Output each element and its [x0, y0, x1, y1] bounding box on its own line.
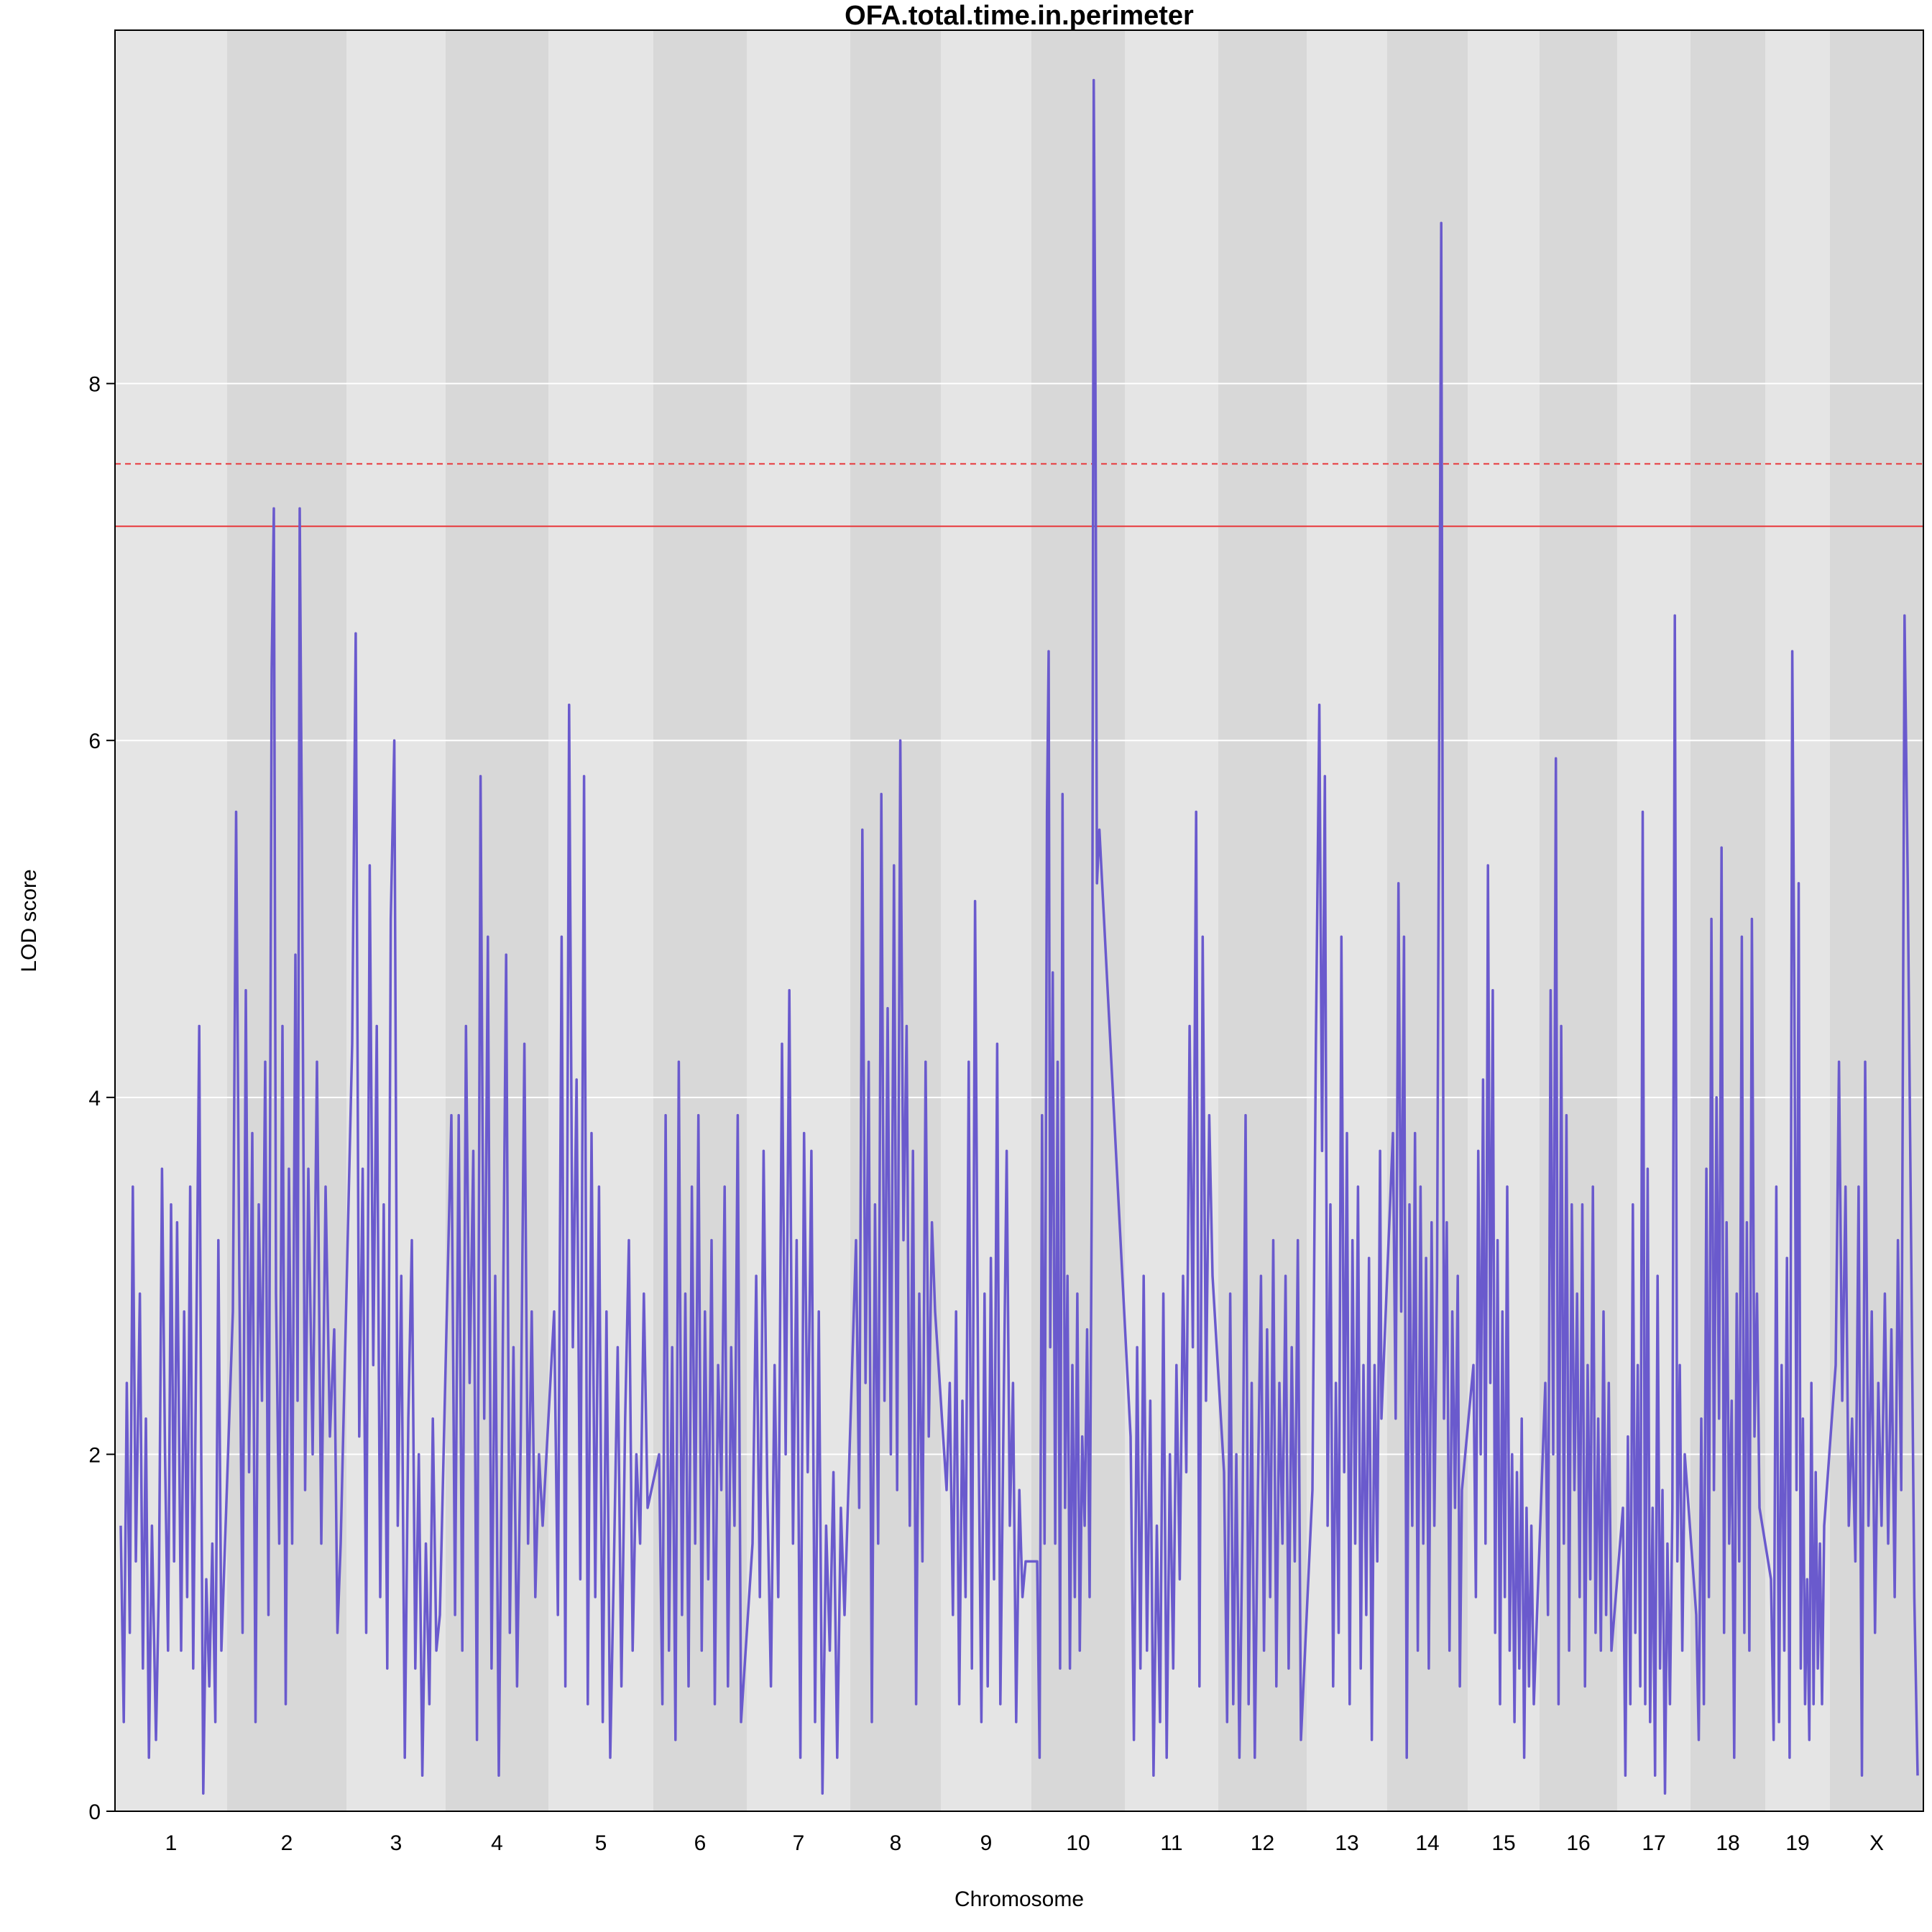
y-tick-label: 2	[88, 1443, 101, 1467]
y-tick-label: 8	[88, 373, 101, 397]
x-tick-label: 17	[1642, 1831, 1665, 1855]
x-axis-label: Chromosome	[954, 1887, 1084, 1911]
x-tick-label: 13	[1335, 1831, 1358, 1855]
x-tick-label: 6	[694, 1831, 707, 1855]
x-tick-label: 11	[1160, 1831, 1182, 1855]
plot-frame	[114, 29, 1924, 1812]
x-tick-label: 12	[1251, 1831, 1274, 1855]
chromosome-band	[850, 30, 941, 1811]
x-tick-label: 7	[793, 1831, 805, 1855]
chromosome-band	[115, 30, 227, 1811]
gridlines	[115, 382, 1923, 1455]
y-tick-label: 0	[88, 1800, 101, 1824]
x-tick-label: 15	[1491, 1831, 1515, 1855]
x-tick-label: 16	[1566, 1831, 1590, 1855]
y-tick-label: 4	[88, 1087, 101, 1110]
chromosome-band	[1307, 30, 1387, 1811]
x-tick-label: 14	[1415, 1831, 1439, 1855]
x-tick-label: 4	[491, 1831, 503, 1855]
lod-line	[119, 78, 1919, 1795]
x-tick-label: 19	[1785, 1831, 1809, 1855]
x-tick-label: 18	[1716, 1831, 1739, 1855]
chart-title: OFA.total.time.in.perimeter	[845, 1, 1194, 31]
y-tick-label: 6	[88, 730, 101, 753]
x-tick-label: 3	[390, 1831, 402, 1855]
x-tick-label: 1	[165, 1831, 178, 1855]
x-tick-label: X	[1869, 1831, 1884, 1855]
x-tick-label: 9	[980, 1831, 993, 1855]
y-axis-label: LOD score	[17, 869, 41, 972]
x-tick-label: 8	[890, 1831, 902, 1855]
x-tick-label: 10	[1066, 1831, 1090, 1855]
y-axis: 0 2 4 6 8	[88, 373, 115, 1824]
x-axis: 1 2 3 4 5 6 7 8 9 10 11 12 13 14 15 16 17 18 19 X	[165, 1831, 1884, 1855]
threshold-lines	[115, 463, 1923, 528]
x-tick-label: 5	[595, 1831, 607, 1855]
lod-series	[119, 78, 1919, 1795]
x-tick-label: 2	[281, 1831, 293, 1855]
